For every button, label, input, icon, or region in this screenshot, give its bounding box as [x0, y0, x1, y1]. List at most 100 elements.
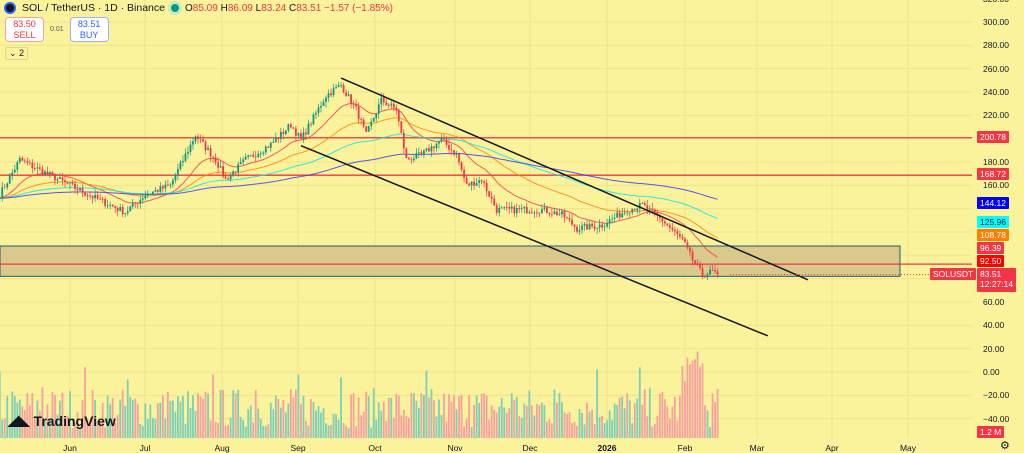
candle-body: [438, 141, 440, 144]
candle-body: [264, 146, 267, 153]
sell-button[interactable]: 83.50 SELL: [5, 17, 44, 42]
price-label: 200.78: [977, 130, 1009, 143]
candle-body: [166, 184, 169, 186]
candle-body: [16, 162, 19, 170]
volume-bar: [129, 396, 132, 438]
candle-body: [382, 97, 385, 103]
volume-bar: [33, 417, 36, 438]
volume-bar: [282, 399, 285, 438]
candle-body: [377, 104, 380, 114]
volume-bar: [448, 394, 450, 438]
volume-bar: [199, 396, 202, 438]
volume-bar: [8, 423, 11, 438]
volume-bar: [184, 423, 187, 438]
candle-body: [380, 97, 383, 105]
candle-body: [367, 126, 370, 132]
candle-body: [586, 224, 588, 230]
time-tick: May: [899, 443, 917, 453]
candle-body: [207, 148, 209, 151]
price-tick: 320.00: [983, 0, 1009, 4]
candle-body: [681, 236, 684, 239]
volume-bar: [556, 402, 558, 438]
volume-bar: [668, 418, 671, 438]
volume-bar: [483, 393, 486, 438]
volume-bar: [510, 393, 513, 438]
volume-bar: [493, 409, 496, 438]
volume-bar: [51, 392, 54, 438]
volume-bar: [568, 412, 571, 438]
candle-body: [274, 138, 277, 143]
candle-body: [164, 184, 167, 189]
volume-bar: [601, 415, 604, 438]
candle-body: [513, 206, 516, 214]
volume-bar: [252, 422, 255, 438]
candle-body: [470, 181, 473, 186]
candle-body: [282, 131, 285, 134]
candle-body: [184, 153, 187, 161]
buy-button[interactable]: 83.51 BUY: [69, 17, 109, 42]
candle-body: [222, 166, 225, 177]
candle-body: [651, 208, 654, 210]
volume-bar: [254, 390, 257, 438]
settings-icon[interactable]: ⚙: [1000, 440, 1010, 452]
volume-bar: [177, 396, 179, 438]
candle-body: [515, 208, 518, 214]
candle-body: [74, 183, 76, 189]
candle-body: [99, 198, 102, 200]
volume-bar: [340, 377, 342, 438]
volume-bar: [312, 402, 315, 438]
volume-bar: [247, 409, 250, 438]
candle-body: [144, 195, 147, 199]
volume-bar: [0, 371, 1, 438]
volume-bar: [435, 416, 438, 438]
candle-body: [488, 191, 491, 197]
volume-bar: [430, 389, 433, 438]
candle-body: [300, 133, 302, 139]
volume-bar: [202, 398, 204, 438]
volume-bar: [415, 400, 418, 438]
volume-bar: [36, 400, 39, 438]
volume-bar: [626, 393, 629, 438]
volume-bar: [28, 405, 31, 438]
volume-bar: [144, 403, 147, 438]
support-zone: [0, 245, 901, 277]
candle-body: [505, 206, 508, 208]
volume-bar: [237, 389, 240, 438]
price-tick: 240.00: [983, 87, 1009, 97]
volume-bar: [608, 410, 611, 438]
candle-body: [332, 88, 335, 96]
indicators-toggle[interactable]: ⌄ 2: [5, 47, 29, 60]
volume-bar: [111, 397, 114, 438]
volume-bar: [41, 387, 44, 438]
candle-body: [568, 217, 571, 220]
volume-bar: [691, 360, 694, 438]
volume-bar: [279, 407, 282, 438]
candle-body: [3, 187, 6, 189]
volume-bar: [134, 398, 137, 438]
symbol-title[interactable]: SOL / TetherUS · 1D · Binance: [22, 2, 165, 14]
candle-body: [56, 178, 59, 181]
volume-bar: [445, 421, 448, 438]
candle-body: [360, 119, 363, 120]
time-tick: Apr: [825, 443, 839, 453]
candle-body: [543, 207, 546, 210]
volume-bar: [307, 425, 310, 438]
price-tick: 300.00: [983, 17, 1009, 27]
volume-bar: [641, 404, 644, 438]
volume-bar: [538, 405, 541, 438]
candle-body: [91, 195, 94, 199]
volume-bar: [648, 388, 651, 438]
candle-body: [689, 247, 691, 252]
candle-body: [119, 206, 122, 211]
candle-body: [284, 130, 287, 134]
volume-bar: [397, 395, 400, 438]
candle-body: [177, 168, 179, 176]
candle-body: [114, 206, 117, 209]
volume-bar: [453, 395, 455, 438]
tradingview-logo[interactable]: ◢◣ TradingView: [8, 412, 116, 429]
volume-bar: [327, 425, 330, 438]
price-tick: 60.00: [983, 297, 1005, 307]
volume-bar: [528, 390, 531, 438]
candle-body: [548, 213, 551, 215]
